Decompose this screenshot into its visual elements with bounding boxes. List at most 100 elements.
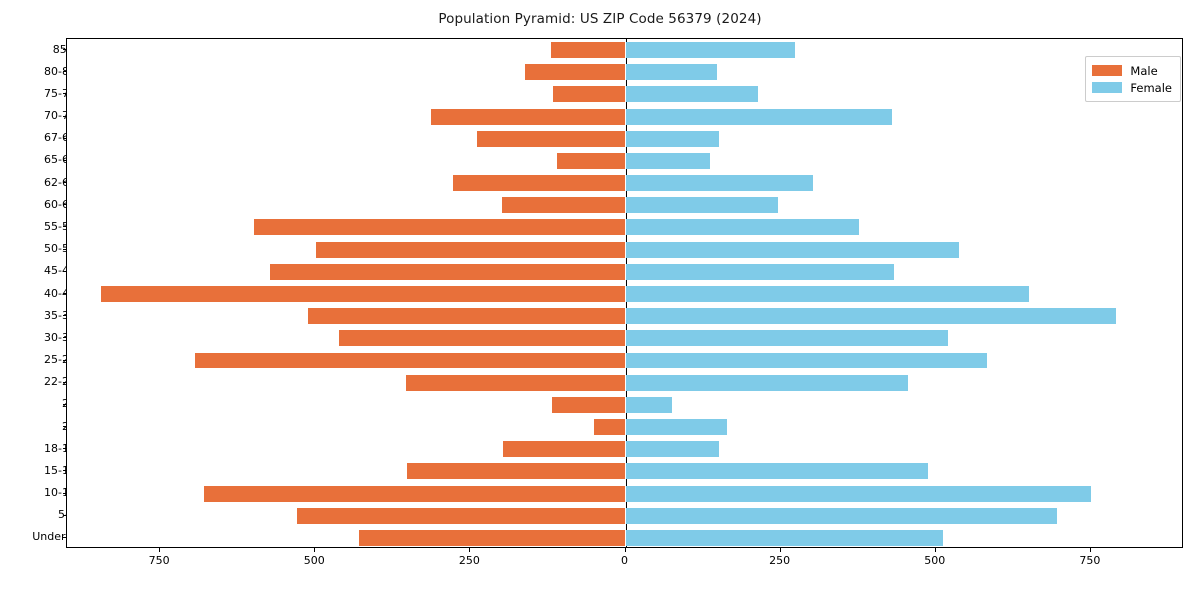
bar-row xyxy=(67,150,1182,172)
bar-row xyxy=(67,283,1182,305)
bar-row xyxy=(67,327,1182,349)
bar-female xyxy=(625,352,988,369)
bar-female xyxy=(625,529,943,546)
bar-male xyxy=(551,42,626,59)
bar-female xyxy=(625,286,1029,302)
y-axis-tick-label: 60-61 xyxy=(44,197,76,211)
x-axis-tick-label: 250 xyxy=(769,554,791,567)
y-axis-tick-label: 30-34 xyxy=(44,330,76,344)
y-axis-tick-mark xyxy=(62,204,66,206)
bar-row xyxy=(67,394,1182,416)
y-axis-tick-label: 25-29 xyxy=(44,353,76,367)
legend-swatch-male xyxy=(1092,65,1123,76)
bar-row xyxy=(67,482,1182,504)
bar-row xyxy=(67,216,1182,238)
chart-legend: Male Female xyxy=(1085,56,1181,102)
x-axis-tick-label: 250 xyxy=(458,554,480,567)
bar-male xyxy=(552,86,626,103)
x-axis-tick-mark xyxy=(1089,548,1091,552)
bar-row xyxy=(67,527,1182,547)
x-axis-tick-mark xyxy=(779,548,781,552)
bar-female xyxy=(625,441,720,458)
legend-label-female: Female xyxy=(1130,80,1172,95)
y-axis-tick-mark xyxy=(62,270,66,272)
bar-female xyxy=(625,419,727,435)
bar-female xyxy=(625,507,1058,524)
bar-female xyxy=(625,485,1091,502)
bar-male xyxy=(524,64,626,81)
bar-male xyxy=(407,463,626,480)
y-axis-tick-mark xyxy=(62,536,66,538)
bar-row xyxy=(67,172,1182,194)
bar-female xyxy=(625,396,673,413)
y-axis-tick-mark xyxy=(62,71,66,73)
bar-female xyxy=(625,42,795,59)
bar-male xyxy=(502,441,626,458)
y-axis-tick-mark xyxy=(62,448,66,450)
bar-row xyxy=(67,194,1182,216)
y-axis-tick-mark xyxy=(62,426,66,428)
x-axis-tick-label: 0 xyxy=(621,554,628,567)
y-axis-tick-label: 10-14 xyxy=(44,486,76,500)
bar-row xyxy=(67,239,1182,261)
y-axis-tick-mark xyxy=(62,159,66,161)
bar-row xyxy=(67,39,1182,61)
y-axis-tick-label: 80-84 xyxy=(44,64,76,78)
x-axis-tick-label: 750 xyxy=(1079,554,1101,567)
bar-female xyxy=(625,308,1116,325)
x-axis-tick-label: 750 xyxy=(148,554,170,567)
y-axis-tick-label: 67-69 xyxy=(44,131,76,145)
y-axis-tick-label: 65-66 xyxy=(44,153,76,167)
bar-male xyxy=(452,175,626,192)
bar-male xyxy=(557,152,626,169)
bar-female xyxy=(625,374,908,391)
bar-female xyxy=(625,108,893,125)
bar-row xyxy=(67,261,1182,283)
bar-row xyxy=(67,505,1182,527)
y-axis-tick-label: 70-74 xyxy=(44,109,76,123)
bar-female xyxy=(625,86,758,103)
bar-female xyxy=(625,197,778,214)
bar-row xyxy=(67,349,1182,371)
bar-row xyxy=(67,61,1182,83)
x-axis-tick-mark xyxy=(469,548,471,552)
y-axis-tick-label: 15-17 xyxy=(44,463,76,477)
bar-male xyxy=(339,330,626,347)
bar-row xyxy=(67,438,1182,460)
legend-item-female[interactable]: Female xyxy=(1092,79,1172,96)
bar-male xyxy=(297,507,626,524)
bar-male xyxy=(269,263,626,280)
y-axis-tick-mark xyxy=(62,470,66,472)
plot-area xyxy=(66,38,1183,548)
legend-swatch-female xyxy=(1092,82,1123,93)
legend-label-male: Male xyxy=(1130,63,1158,78)
bar-female xyxy=(625,152,710,169)
bar-row xyxy=(67,460,1182,482)
bar-male xyxy=(194,352,626,369)
y-axis-tick-label: 22-24 xyxy=(44,375,76,389)
bar-female xyxy=(625,64,717,81)
bar-row xyxy=(67,83,1182,105)
y-axis-tick-mark xyxy=(62,93,66,95)
bar-row xyxy=(67,372,1182,394)
y-axis-tick-mark xyxy=(62,315,66,317)
y-axis-tick-mark xyxy=(62,337,66,339)
bar-female xyxy=(625,263,894,280)
bar-male xyxy=(358,529,626,546)
bar-male xyxy=(253,219,626,236)
x-axis-tick-mark xyxy=(159,548,161,552)
y-axis-tick-label: 50-54 xyxy=(44,242,76,256)
y-axis-tick-mark xyxy=(62,248,66,250)
bar-male xyxy=(405,374,626,391)
legend-item-male[interactable]: Male xyxy=(1092,62,1172,79)
bar-male xyxy=(552,396,626,413)
bar-row xyxy=(67,128,1182,150)
bar-female xyxy=(625,175,813,192)
bar-female xyxy=(625,130,720,147)
bar-female xyxy=(625,330,948,347)
bar-row xyxy=(67,416,1182,438)
bar-row xyxy=(67,305,1182,327)
y-axis-tick-label: 62-64 xyxy=(44,175,76,189)
bar-male xyxy=(431,108,626,125)
